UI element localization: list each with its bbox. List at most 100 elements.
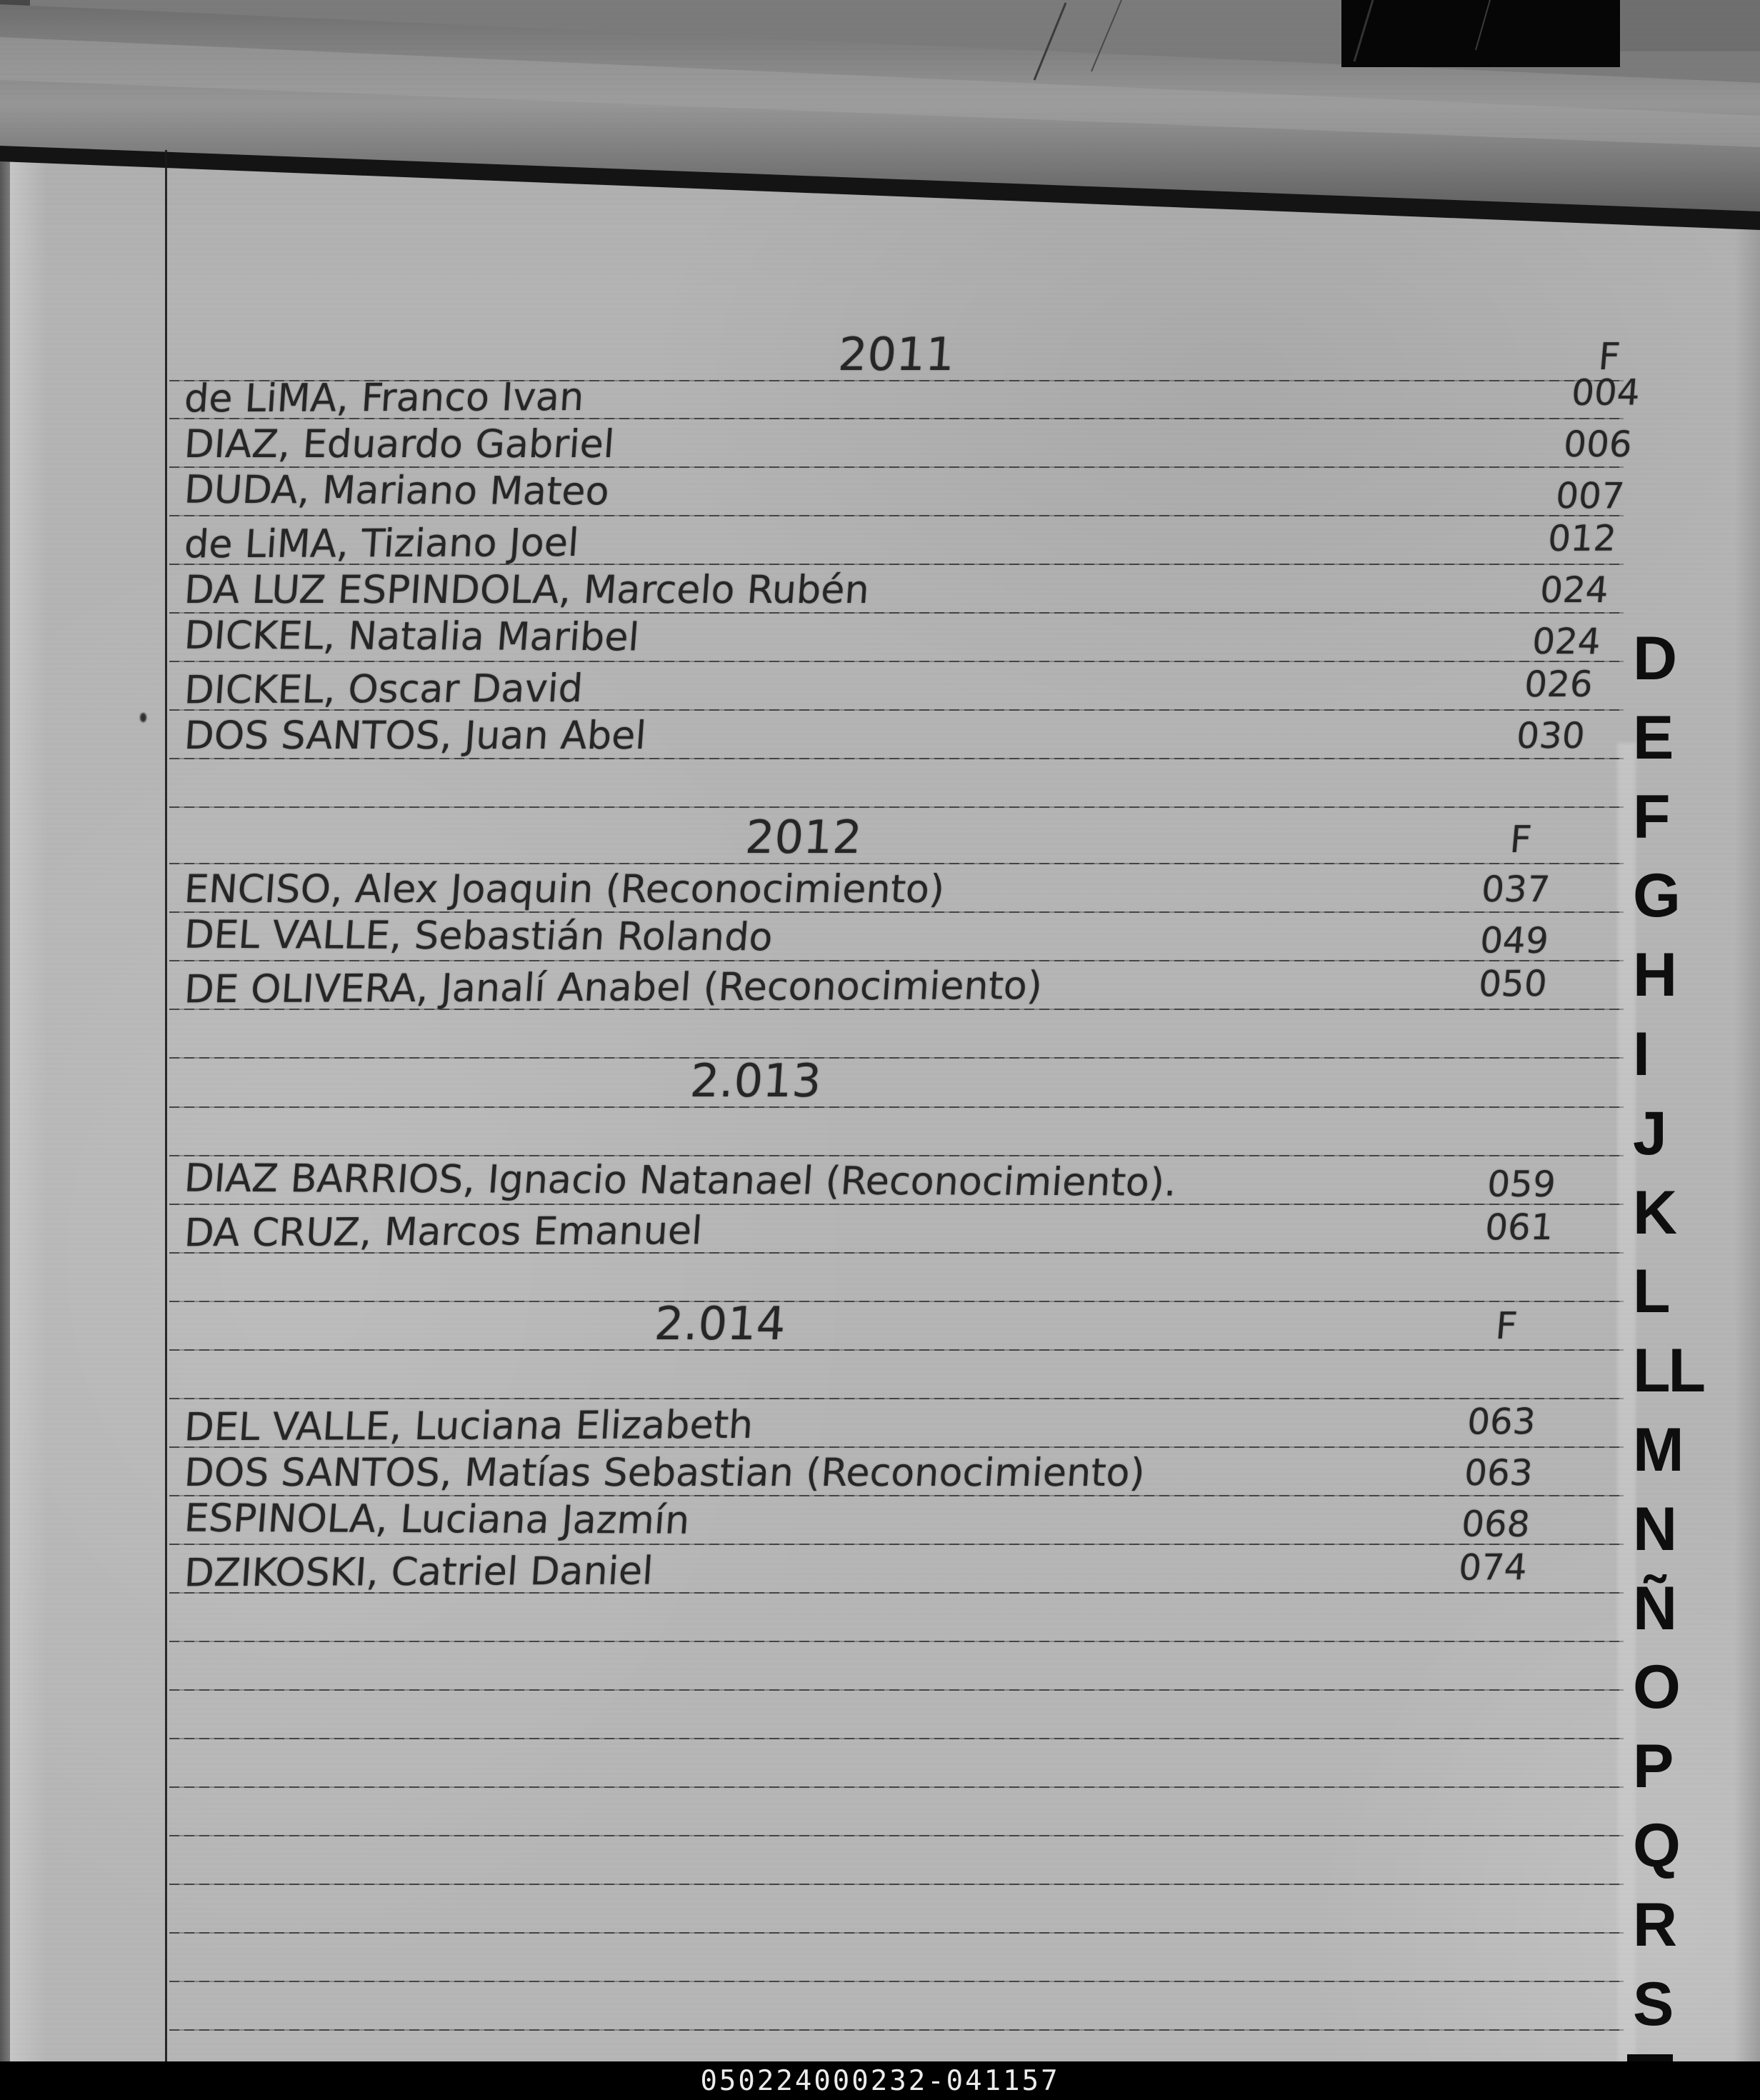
- entry-folio-number: 006: [1561, 424, 1634, 465]
- entry-folio-number: 012: [1546, 517, 1619, 560]
- year-header: 2012: [743, 811, 864, 864]
- page-left-cover-strip: [10, 146, 47, 2100]
- scratch-line: [1033, 2, 1067, 81]
- ruled-line: [169, 911, 1624, 913]
- ruled-line: [169, 1155, 1624, 1156]
- entry-folio-number: 061: [1483, 1206, 1556, 1249]
- index-entry-row: DOS SANTOS, Juan Abel 030: [183, 713, 1611, 759]
- alphabet-tab-q: Q: [1633, 1811, 1681, 1880]
- index-entry-row: DA CRUZ, Marcos Emanuel 061: [183, 1205, 1611, 1257]
- index-entry-row: DE OLIVERA, Janalí Anabel (Reconocimient…: [183, 961, 1611, 1014]
- year-header: 2.014: [652, 1298, 788, 1351]
- entry-folio-number: 026: [1522, 663, 1595, 706]
- entry-name: DOS SANTOS, Matías Sebastian (Reconocimi…: [183, 1450, 1146, 1495]
- entry-folio-number: 004: [1569, 371, 1642, 414]
- entry-name: DE OLIVERA, Janalí Anabel (Reconocimient…: [183, 963, 1044, 1012]
- folio-column-header: F: [1494, 1305, 1519, 1348]
- alphabet-tab-l: L: [1633, 1257, 1671, 1326]
- entry-folio-number: 063: [1465, 1401, 1538, 1443]
- alphabet-tab-i: I: [1633, 1020, 1650, 1089]
- alphabet-tab-n: N: [1633, 1495, 1677, 1564]
- ruled-line: [169, 564, 1624, 565]
- ruled-line: [169, 612, 1624, 614]
- alphabet-tab-k: K: [1633, 1179, 1677, 1247]
- entry-folio-number: 030: [1514, 715, 1587, 756]
- entry-folio-number: 049: [1478, 919, 1551, 961]
- spine-dark-ridge: [0, 146, 1760, 230]
- entry-name: DA LUZ ESPINDOLA, Marcelo Rubén: [183, 567, 871, 612]
- entry-name: DOS SANTOS, Juan Abel: [183, 713, 648, 758]
- top-right-gray-strip: [1620, 0, 1760, 51]
- ruled-line: [169, 380, 1624, 381]
- entry-folio-number: 024: [1538, 569, 1611, 611]
- ruled-line: [169, 515, 1624, 516]
- ink-dot: [140, 713, 146, 722]
- scratch-line: [1353, 0, 1374, 62]
- ruled-line: [169, 1349, 1624, 1351]
- alphabet-tab-d: D: [1633, 624, 1677, 693]
- ruled-line: [169, 1786, 1624, 1788]
- entry-name: DIAZ, Eduardo Gabriel: [183, 421, 616, 466]
- scratch-line: [1091, 0, 1122, 72]
- index-entry-row: ESPINOLA, Luciana Jazmín 068: [183, 1496, 1611, 1549]
- alphabet-tab-ll: LL: [1633, 1336, 1706, 1405]
- book-left-edge: [0, 0, 10, 2100]
- index-entry-row: de LiMA, Tiziano Joel 012: [183, 516, 1618, 569]
- ruled-line: [169, 1884, 1624, 1885]
- entry-name: DUDA, Mariano Mateo: [182, 466, 611, 514]
- alphabet-tab-f: F: [1633, 783, 1671, 851]
- ruled-line: [169, 806, 1624, 808]
- index-entry-row: ENCISO, Alex Joaquin (Reconocimiento) 037: [183, 866, 1611, 913]
- ruled-line: [169, 1592, 1624, 1594]
- alphabet-tab-m: M: [1633, 1416, 1684, 1484]
- ruled-line: [169, 1009, 1624, 1010]
- ruled-line: [169, 709, 1624, 711]
- index-entry-row: de LiMA, Franco Ivan 004: [183, 371, 1641, 423]
- ruled-line: [169, 1544, 1624, 1545]
- alphabet-tab-h: H: [1633, 941, 1677, 1009]
- entry-name: ESPINOLA, Luciana Jazmín: [182, 1495, 691, 1543]
- entry-name: DIAZ BARRIOS, Ignacio Natanael (Reconoci…: [182, 1155, 1179, 1205]
- ruled-line: [169, 1835, 1624, 1836]
- index-entry-row: DOS SANTOS, Matías Sebastian (Reconocimi…: [183, 1450, 1611, 1496]
- ruled-line: [169, 1689, 1624, 1691]
- index-entry-row: DICKEL, Oscar David 026: [183, 662, 1611, 714]
- year-header: 2.013: [688, 1055, 824, 1108]
- entry-name: de LiMA, Franco Ivan: [183, 374, 586, 421]
- ruled-line: [169, 2029, 1624, 2031]
- entry-folio-number: 037: [1479, 869, 1552, 910]
- entry-folio-number: 050: [1476, 963, 1549, 1005]
- entry-name: DZIKOSKI, Catriel Daniel: [183, 1548, 655, 1596]
- alphabet-tab-o: O: [1633, 1653, 1681, 1721]
- scan-code: 050224000232-041157: [700, 2065, 1060, 2097]
- alphabet-tab-ñ: Ñ: [1633, 1574, 1677, 1643]
- left-margin-rule: [165, 150, 167, 2063]
- alphabet-tab-s: S: [1633, 1970, 1674, 2039]
- entry-name: DEL VALLE, Sebastián Rolando: [182, 911, 774, 960]
- spine-highlight: [0, 37, 1760, 147]
- alphabet-tab-j: J: [1633, 1099, 1667, 1168]
- entry-name: DICKEL, Oscar David: [183, 665, 585, 713]
- ruled-line: [169, 466, 1624, 468]
- alphabet-tab-r: R: [1633, 1891, 1677, 1959]
- ruled-line: [169, 960, 1624, 961]
- ruled-line: [169, 1981, 1624, 1982]
- alphabet-tab-p: P: [1633, 1732, 1674, 1801]
- entry-folio-number: 059: [1485, 1163, 1558, 1206]
- ruled-line: [169, 1057, 1624, 1059]
- entry-folio-number: 068: [1459, 1503, 1532, 1545]
- entry-name: de LiMA, Tiziano Joel: [183, 519, 581, 567]
- index-entry-row: DIAZ, Eduardo Gabriel 006: [183, 421, 1634, 468]
- folio-column-header: F: [1508, 819, 1534, 861]
- entry-name: ENCISO, Alex Joaquin (Reconocimiento): [183, 866, 946, 911]
- index-entry-row: DZIKOSKI, Catriel Daniel 074: [183, 1545, 1611, 1597]
- ruled-line: [169, 1301, 1624, 1302]
- entry-name: DEL VALLE, Luciana Elizabeth: [183, 1401, 755, 1450]
- index-entry-row: DIAZ BARRIOS, Ignacio Natanael (Reconoci…: [183, 1156, 1611, 1209]
- ruled-line: [169, 863, 1624, 864]
- index-entry-row: DUDA, Mariano Mateo 007: [182, 466, 1626, 520]
- index-entry-row: DEL VALLE, Luciana Elizabeth 063: [183, 1399, 1611, 1451]
- page-edge-highlight: [1617, 743, 1636, 2063]
- ruled-line: [169, 1738, 1624, 1739]
